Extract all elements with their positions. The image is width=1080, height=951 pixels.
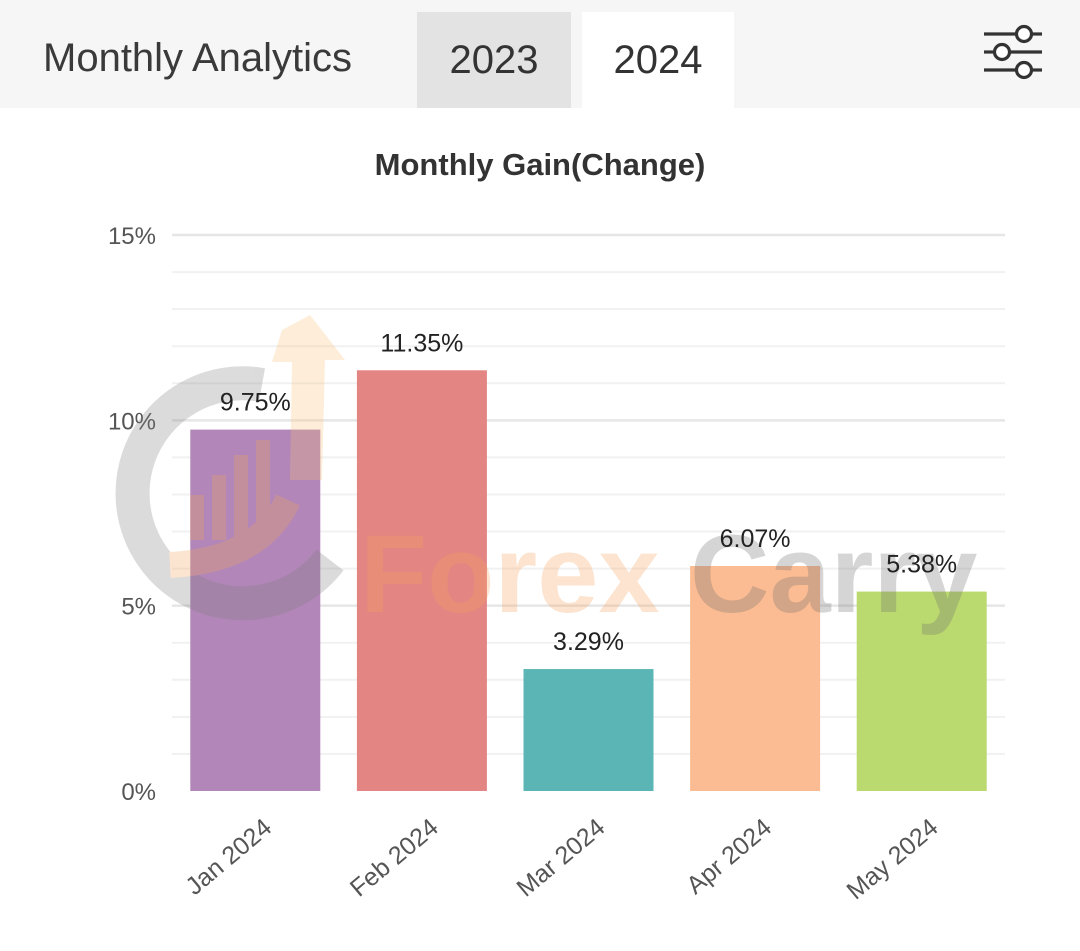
x-tick-label: Apr 2024	[681, 813, 777, 900]
data-label-2: 11.35%	[380, 329, 463, 357]
x-tick-label: Jan 2024	[180, 813, 277, 901]
app-title: Monthly Analytics	[43, 36, 353, 80]
tab-2023[interactable]: 2023	[417, 12, 571, 108]
bar-5[interactable]	[856, 591, 987, 791]
watermark-logo: Forex Carry	[115, 315, 977, 636]
y-tick-label: 0%	[121, 779, 156, 806]
y-tick-label: 5%	[121, 594, 156, 621]
tab-2024[interactable]: 2024	[582, 12, 734, 108]
x-tick-label: May 2024	[841, 813, 943, 905]
y-tick-label: 10%	[108, 408, 156, 435]
x-axis-labels: Jan 2024 Feb 2024 Mar 2024 Apr 2024 May 2024	[180, 813, 943, 905]
filter-button[interactable]	[980, 24, 1046, 84]
y-axis-ticks: 0% 5% 10% 15%	[108, 223, 156, 806]
bar-3[interactable]	[523, 669, 654, 791]
bar-1[interactable]	[190, 429, 321, 791]
chart-bars	[190, 370, 987, 791]
bar-4[interactable]	[690, 566, 821, 791]
data-label-4: 6.07%	[720, 525, 791, 553]
watermark-text-forex: Forex	[360, 513, 660, 636]
data-labels: 9.75% 11.35% 3.29% 6.07% 5.38%	[220, 329, 957, 656]
watermark-text-carry: Carry	[690, 513, 977, 636]
data-label-1: 9.75%	[220, 389, 291, 417]
chart-title: Monthly Gain(Change)	[374, 147, 706, 182]
data-label-5: 5.38%	[886, 551, 957, 579]
y-tick-label: 15%	[108, 223, 156, 250]
header-bar: Monthly Analytics 2023 2024	[0, 0, 1080, 108]
data-label-3: 3.29%	[553, 628, 624, 656]
x-tick-label: Mar 2024	[511, 813, 610, 902]
sliders-icon	[984, 24, 1042, 80]
bar-2[interactable]	[356, 370, 487, 791]
x-tick-label: Feb 2024	[345, 813, 444, 902]
